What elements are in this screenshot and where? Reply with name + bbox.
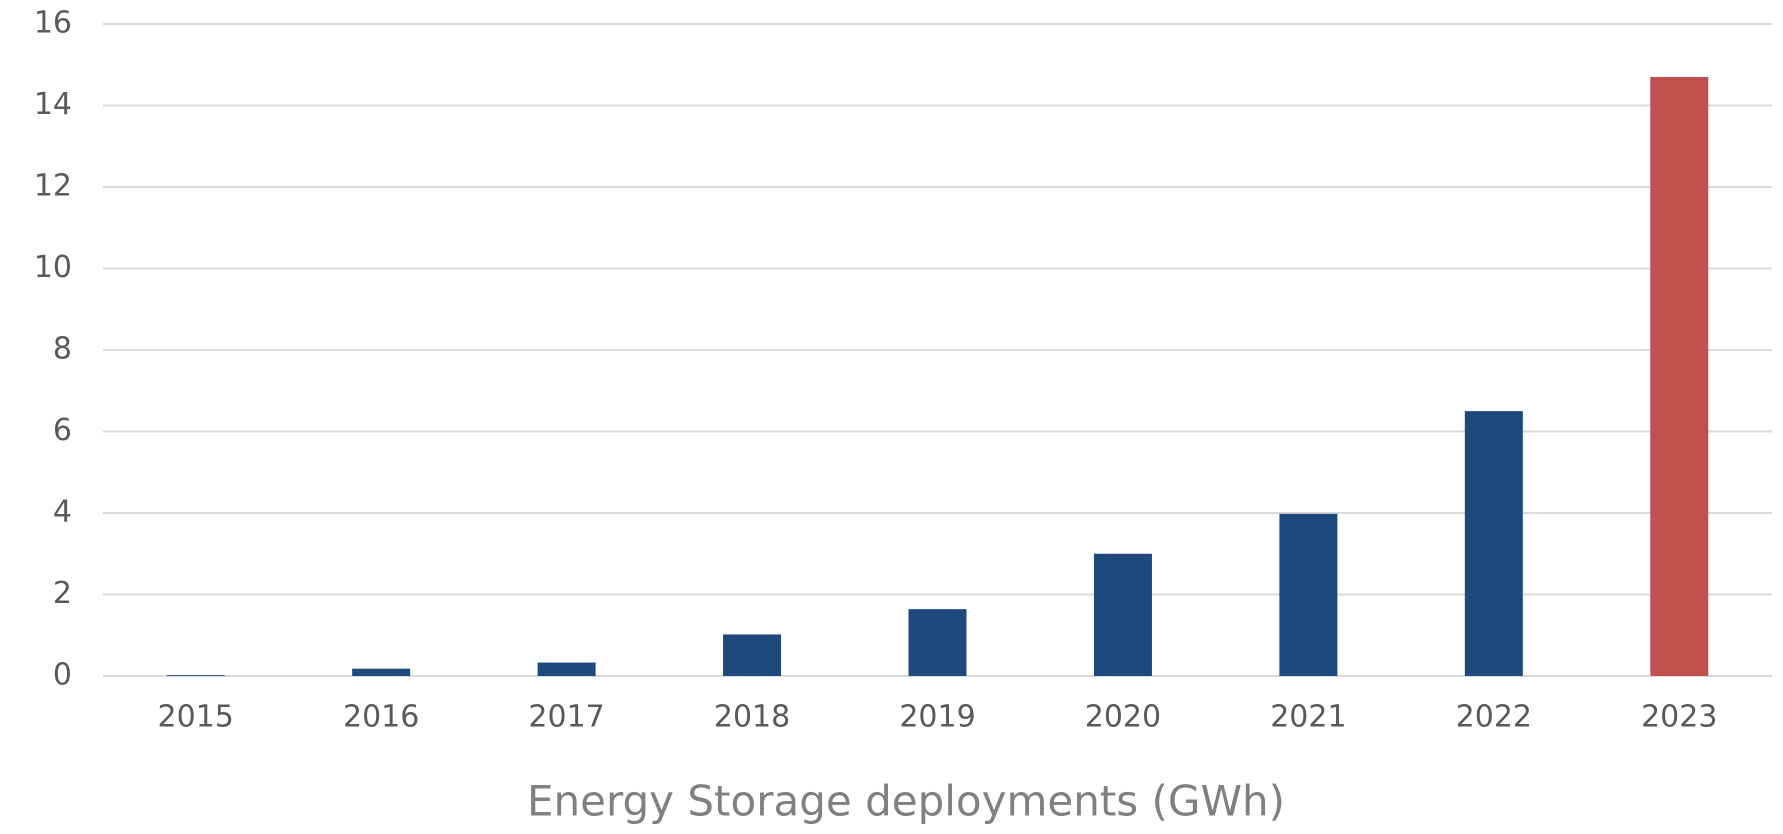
chart-title: Energy Storage deployments (GWh) xyxy=(527,777,1285,826)
bar xyxy=(166,675,225,676)
bar xyxy=(1650,76,1709,677)
x-tick-label: 2016 xyxy=(343,700,419,735)
bar xyxy=(352,668,411,676)
x-tick-label: 2021 xyxy=(1270,700,1346,735)
x-tick-label: 2017 xyxy=(528,700,604,735)
y-tick-label: 12 xyxy=(34,169,72,204)
y-tick-label: 2 xyxy=(53,576,72,611)
y-tick-label: 10 xyxy=(34,250,72,285)
x-tick-label: 2018 xyxy=(714,700,790,735)
y-tick-label: 8 xyxy=(53,332,72,367)
bar xyxy=(537,662,596,676)
y-tick-label: 0 xyxy=(53,658,72,693)
y-tick-label: 4 xyxy=(53,495,72,530)
bar xyxy=(1093,553,1152,676)
bar xyxy=(723,634,782,676)
x-tick-label: 2015 xyxy=(158,700,234,735)
y-tick-label: 6 xyxy=(53,413,72,448)
y-tick-label: 14 xyxy=(34,87,72,122)
bar xyxy=(1279,513,1338,676)
x-tick-label: 2023 xyxy=(1641,700,1717,735)
x-tick-label: 2019 xyxy=(899,700,975,735)
x-tick-label: 2022 xyxy=(1456,700,1532,735)
y-tick-label: 16 xyxy=(34,6,72,41)
bar xyxy=(1464,411,1523,676)
x-tick-label: 2020 xyxy=(1085,700,1161,735)
bar xyxy=(908,609,967,676)
